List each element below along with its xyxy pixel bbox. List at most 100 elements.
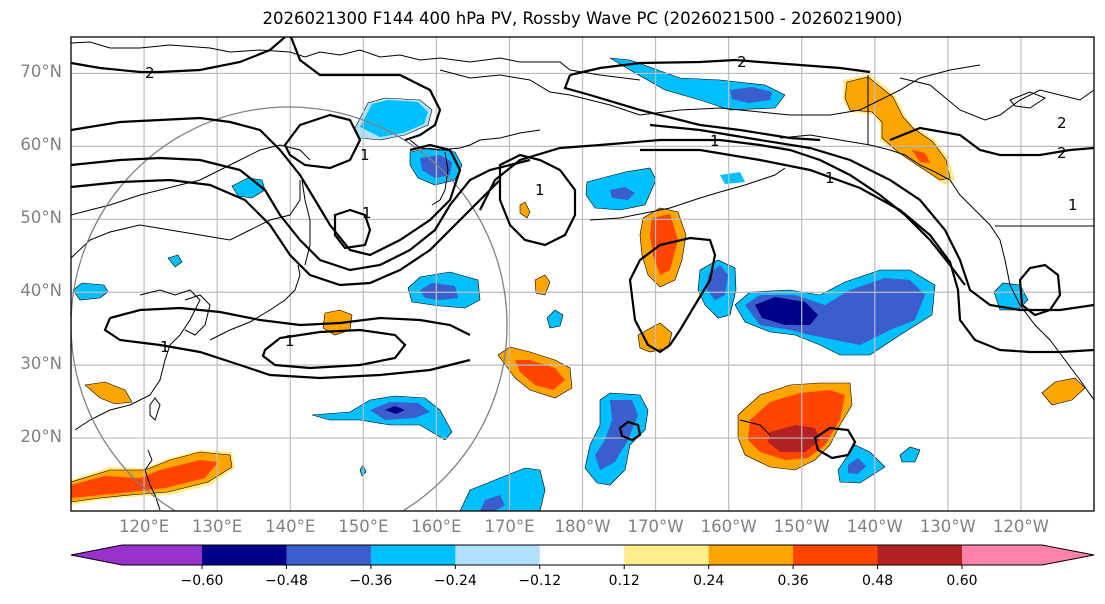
- coast-hudson: [1009, 91, 1047, 109]
- coast-kamchatka-okhotsk: [409, 129, 541, 151]
- colorbar-extend-min: [71, 545, 202, 565]
- colorbar-tick-label: −0.36: [349, 573, 393, 589]
- colorbar-segment: [286, 545, 372, 565]
- lon-tick-label: 170°E: [484, 517, 535, 536]
- lon-tick-label: 140°W: [846, 517, 903, 536]
- neg-region-aleutian-west-core: [610, 187, 635, 200]
- contour-label: 2: [1057, 144, 1067, 162]
- colorbar-segment: [793, 545, 879, 565]
- lon-tick-label: 150°W: [773, 517, 830, 536]
- contour-pv1-north: [71, 116, 462, 257]
- contour-aleutian-low: [498, 153, 577, 247]
- colorbar-tick-label: −0.48: [264, 573, 308, 589]
- contour-pv2-bering-b: [563, 74, 821, 142]
- contour-pv2-alaska: [889, 126, 1094, 157]
- coast-sakhalin: [301, 179, 311, 266]
- neg-region-china: [72, 282, 109, 301]
- contour-label: 1: [1068, 196, 1078, 214]
- contour-japan-loop-inner: [261, 328, 407, 370]
- pv-anomaly-shading: [71, 57, 1086, 511]
- lon-tick-label: 160°W: [700, 517, 757, 536]
- lat-tick-label: 30°N: [20, 354, 62, 374]
- contour-label: 1: [825, 169, 835, 187]
- pos-region-small-2: [534, 274, 551, 296]
- colorbar-segment: [708, 545, 794, 565]
- contour-pv1-mid: [71, 156, 531, 272]
- pv-contours: [71, 37, 1094, 460]
- colorbar-segment: [202, 545, 287, 565]
- contour-hawaii-loop: [813, 426, 857, 460]
- colorbar-tick-label: 0.36: [777, 573, 809, 589]
- neg-region-okhotsk-core: [360, 100, 428, 137]
- colorbar-segment: [877, 545, 963, 565]
- neg-region-nw-pacific-core: [420, 283, 458, 300]
- colorbar-tick-label: 0.24: [693, 573, 725, 589]
- contour-label: 1: [360, 146, 370, 164]
- coast-hawaii: [739, 419, 771, 436]
- coast-russia-far-east: [71, 180, 301, 259]
- contour-label: 1: [535, 181, 545, 199]
- lat-tick-label: 40°N: [20, 281, 62, 301]
- coast-aleutians: [589, 167, 786, 221]
- contour-japan-loop-outer: [109, 306, 471, 336]
- colorbar-tick-label: 0.12: [608, 573, 640, 589]
- pos-region-subtropical-core: [515, 360, 565, 390]
- lat-tick-label: 60°N: [20, 135, 62, 155]
- neg-region-subtropical-darkcore: [385, 406, 405, 414]
- lat-tick-label: 70°N: [20, 62, 62, 82]
- neg-region-small-2: [546, 309, 564, 329]
- pos-region-alaska-red: [912, 150, 930, 163]
- contour-label: 1: [160, 338, 170, 356]
- contour-label: 2: [145, 64, 155, 82]
- map-frame: [70, 36, 1095, 512]
- neg-region-bering-north-core: [730, 87, 772, 103]
- coast-japan: [209, 264, 301, 341]
- pos-region-small-north: [519, 201, 531, 219]
- figure-title: 2026021300 F144 400 hPa PV, Rossby Wave …: [262, 9, 903, 28]
- lon-tick-label: 120°W: [992, 517, 1049, 536]
- neg-region-tropical-1: [459, 467, 546, 511]
- contour-label: 1: [285, 332, 295, 350]
- neg-region-mid-south-core: [595, 400, 638, 470]
- contour-label: 2: [737, 53, 747, 71]
- contour-japan-loop-outer-b: [103, 317, 471, 380]
- lat-tick-label: 50°N: [20, 208, 62, 228]
- neg-region-bering-north: [609, 57, 786, 111]
- colorbar-segment: [455, 545, 541, 565]
- neg-region-tropical-3: [899, 446, 921, 463]
- contour-calif-loop: [1018, 263, 1062, 317]
- coast-alaska-north: [639, 64, 981, 116]
- contour-low-okhotsk: [283, 113, 362, 170]
- contour-labels: 2 2 2 2 1 1 1 1 1 1 1 1: [145, 53, 1078, 356]
- contour-label: 1: [362, 204, 372, 222]
- coastlines: [71, 41, 1094, 511]
- contour-label: 2: [1057, 114, 1067, 132]
- lon-tick-label: 160°E: [411, 517, 462, 536]
- neg-region-tropical-2-core: [848, 458, 866, 474]
- contour-central-loop: [628, 236, 717, 354]
- colorbar-outline: [70, 544, 1095, 566]
- colorbar-segment: [539, 545, 625, 565]
- lon-tick-label: 130°E: [192, 517, 243, 536]
- contour-pv2-north: [71, 37, 286, 74]
- coast-canada-inland: [899, 77, 1094, 121]
- positive-anomaly-regions: [71, 74, 1086, 505]
- contour-small-hex: [618, 420, 642, 442]
- coast-kamchatka: [431, 151, 449, 206]
- lon-tick-label: 120°E: [118, 517, 170, 536]
- colorbar-tick-label: 0.48: [861, 573, 894, 589]
- contour-aleutian-outer: [479, 138, 966, 286]
- contour-label: 1: [710, 132, 720, 150]
- colorbar: [70, 544, 1095, 569]
- colorbar-tick-label: 0.60: [946, 573, 978, 589]
- contour-pv1-east-a: [640, 148, 1094, 354]
- coast-chukotka: [439, 69, 641, 116]
- lon-tick-label: 180°W: [554, 517, 611, 536]
- colorbar-segment: [370, 545, 456, 565]
- contour-pv2-bering: [569, 58, 871, 77]
- colorbar-segment: [624, 545, 710, 565]
- contour-pv2-north-b: [289, 37, 442, 142]
- lon-tick-label: 150°E: [338, 517, 389, 536]
- coast-korea-china: [74, 289, 201, 431]
